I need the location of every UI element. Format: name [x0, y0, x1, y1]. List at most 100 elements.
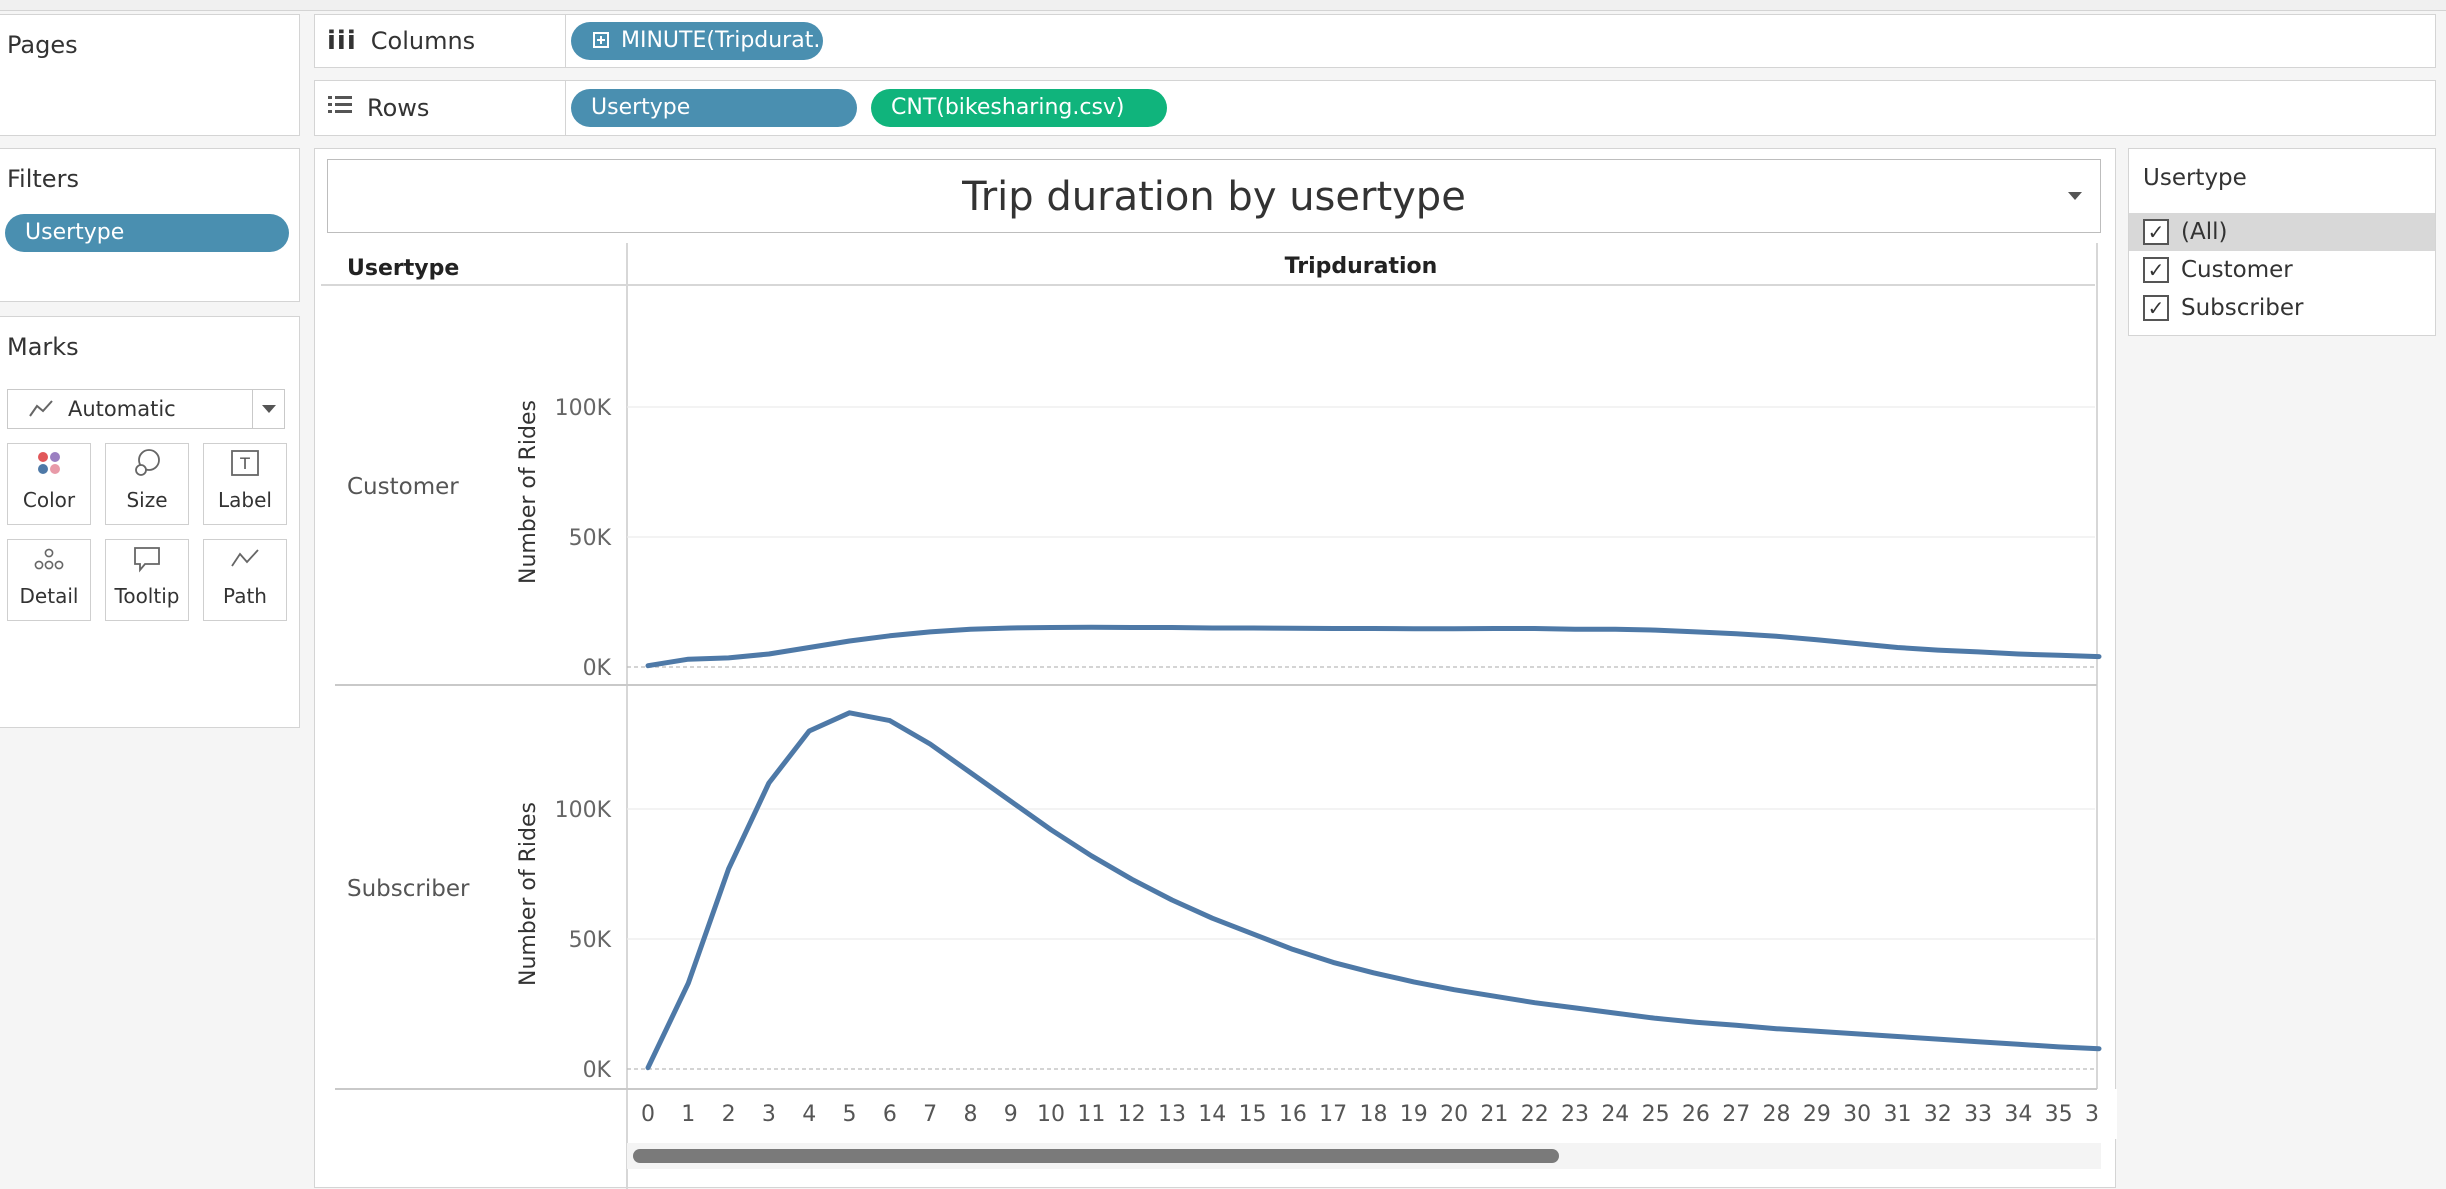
- data-point[interactable]: [1411, 979, 1417, 985]
- data-point[interactable]: [1894, 645, 1900, 651]
- data-point[interactable]: [1653, 627, 1659, 633]
- data-point[interactable]: [1935, 1036, 1941, 1042]
- data-point[interactable]: [967, 626, 973, 632]
- data-point[interactable]: [1330, 626, 1336, 632]
- data-point[interactable]: [1008, 798, 1014, 804]
- checkbox-checked-icon[interactable]: ✓: [2143, 295, 2169, 321]
- data-point[interactable]: [1451, 987, 1457, 993]
- legend-item-subscriber[interactable]: ✓ Subscriber: [2129, 289, 2435, 327]
- x-tick-label: 4: [802, 1102, 816, 1127]
- color-button[interactable]: Color: [7, 443, 91, 525]
- horizontal-scrollbar-thumb[interactable]: [633, 1149, 1559, 1163]
- checkbox-checked-icon[interactable]: ✓: [2143, 257, 2169, 283]
- title-menu-chevron-icon[interactable]: [2068, 192, 2082, 200]
- data-point[interactable]: [806, 728, 812, 734]
- data-point[interactable]: [1169, 897, 1175, 903]
- mark-type-dropdown[interactable]: Automatic: [7, 389, 285, 429]
- checkbox-checked-icon[interactable]: ✓: [2143, 219, 2169, 245]
- series-line-subscriber[interactable]: [645, 710, 2102, 1071]
- data-point[interactable]: [1532, 1000, 1538, 1006]
- row-pill-count[interactable]: CNT(bikesharing.csv): [871, 89, 1167, 127]
- data-point[interactable]: [1653, 1015, 1659, 1021]
- legend-item-customer[interactable]: ✓ Customer: [2129, 251, 2435, 289]
- detail-button[interactable]: Detail: [7, 539, 91, 621]
- data-point[interactable]: [1774, 633, 1780, 639]
- data-point[interactable]: [1814, 637, 1820, 643]
- data-point[interactable]: [1572, 1005, 1578, 1011]
- data-point[interactable]: [967, 770, 973, 776]
- data-point[interactable]: [1854, 1031, 1860, 1037]
- data-point[interactable]: [927, 741, 933, 747]
- data-point[interactable]: [887, 718, 893, 724]
- data-point[interactable]: [1209, 915, 1215, 921]
- data-point[interactable]: [1129, 876, 1135, 882]
- data-point[interactable]: [1774, 1026, 1780, 1032]
- size-button[interactable]: Size: [105, 443, 189, 525]
- data-point[interactable]: [1048, 624, 1054, 630]
- data-point[interactable]: [1491, 993, 1497, 999]
- data-point[interactable]: [1290, 625, 1296, 631]
- data-point[interactable]: [766, 780, 772, 786]
- data-point[interactable]: [726, 866, 732, 872]
- data-point[interactable]: [1491, 626, 1497, 632]
- data-point[interactable]: [1169, 624, 1175, 630]
- data-point[interactable]: [2096, 654, 2102, 660]
- x-tick-label: 0: [641, 1102, 655, 1127]
- data-point[interactable]: [1693, 629, 1699, 635]
- data-point[interactable]: [927, 629, 933, 635]
- row-pill-usertype[interactable]: Usertype: [571, 89, 857, 127]
- data-point[interactable]: [1693, 1019, 1699, 1025]
- data-point[interactable]: [1451, 626, 1457, 632]
- data-point[interactable]: [1814, 1028, 1820, 1034]
- data-point[interactable]: [1250, 931, 1256, 937]
- data-point[interactable]: [2096, 1046, 2102, 1052]
- data-point[interactable]: [1209, 625, 1215, 631]
- data-point[interactable]: [2056, 1044, 2062, 1050]
- data-point[interactable]: [887, 633, 893, 639]
- data-point[interactable]: [1088, 624, 1094, 630]
- data-point[interactable]: [645, 663, 651, 669]
- data-point[interactable]: [806, 645, 812, 651]
- column-pill-tripduration[interactable]: MINUTE(Tripdurat..: [571, 22, 823, 60]
- x-tick-label: 6: [883, 1102, 897, 1127]
- data-point[interactable]: [1612, 626, 1618, 632]
- data-point[interactable]: [1612, 1010, 1618, 1016]
- label-button[interactable]: T Label: [203, 443, 287, 525]
- data-point[interactable]: [1975, 1039, 1981, 1045]
- data-point[interactable]: [1532, 626, 1538, 632]
- data-point[interactable]: [2015, 651, 2021, 657]
- data-point[interactable]: [1572, 626, 1578, 632]
- data-point[interactable]: [1975, 649, 1981, 655]
- series-line-customer[interactable]: [645, 624, 2102, 669]
- data-point[interactable]: [766, 651, 772, 657]
- data-point[interactable]: [1733, 1022, 1739, 1028]
- data-point[interactable]: [1370, 626, 1376, 632]
- data-point[interactable]: [1733, 631, 1739, 637]
- data-point[interactable]: [726, 655, 732, 661]
- data-point[interactable]: [1935, 647, 1941, 653]
- data-point[interactable]: [2015, 1041, 2021, 1047]
- data-point[interactable]: [847, 710, 853, 716]
- data-point[interactable]: [1088, 853, 1094, 859]
- data-point[interactable]: [1854, 641, 1860, 647]
- tooltip-button[interactable]: Tooltip: [105, 539, 189, 621]
- sheet-title-box[interactable]: Trip duration by usertype: [327, 159, 2101, 233]
- data-point[interactable]: [847, 638, 853, 644]
- path-icon: [230, 546, 260, 577]
- data-point[interactable]: [1250, 625, 1256, 631]
- legend-item-all[interactable]: ✓ (All): [2129, 213, 2435, 251]
- data-point[interactable]: [1330, 959, 1336, 965]
- path-button[interactable]: Path: [203, 539, 287, 621]
- data-point[interactable]: [645, 1065, 651, 1071]
- data-point[interactable]: [1008, 625, 1014, 631]
- filter-pill-usertype[interactable]: Usertype: [5, 214, 289, 252]
- data-point[interactable]: [1370, 970, 1376, 976]
- data-point[interactable]: [1048, 827, 1054, 833]
- data-point[interactable]: [1411, 626, 1417, 632]
- data-point[interactable]: [1290, 946, 1296, 952]
- data-point[interactable]: [685, 980, 691, 986]
- data-point[interactable]: [2056, 652, 2062, 658]
- data-point[interactable]: [1894, 1034, 1900, 1040]
- data-point[interactable]: [1129, 624, 1135, 630]
- data-point[interactable]: [685, 656, 691, 662]
